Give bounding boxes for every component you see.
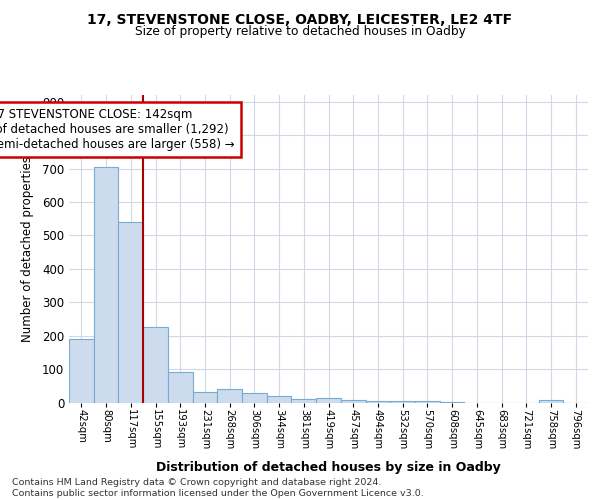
Bar (69, 339, 94, 402)
Bar (143, 328, 168, 402)
Bar (292, 399, 316, 402)
Text: 17, STEVENSTONE CLOSE, OADBY, LEICESTER, LE2 4TF: 17, STEVENSTONE CLOSE, OADBY, LEICESTER,… (88, 12, 512, 26)
Bar (267, 396, 292, 402)
Text: Contains HM Land Registry data © Crown copyright and database right 2024.
Contai: Contains HM Land Registry data © Crown c… (12, 478, 424, 498)
Bar (390, 401, 415, 402)
Bar (242, 394, 267, 402)
Y-axis label: Number of detached properties: Number of detached properties (20, 156, 34, 342)
Bar (193, 392, 217, 402)
Bar (415, 401, 440, 402)
Bar (168, 372, 193, 402)
Text: Size of property relative to detached houses in Oadby: Size of property relative to detached ho… (134, 25, 466, 38)
Bar (217, 389, 242, 402)
Text: 17 STEVENSTONE CLOSE: 142sqm
← 69% of detached houses are smaller (1,292)
30% of: 17 STEVENSTONE CLOSE: 142sqm ← 69% of de… (0, 108, 235, 152)
Bar (341, 400, 365, 402)
Bar (539, 400, 563, 402)
Bar (118, 222, 143, 402)
X-axis label: Distribution of detached houses by size in Oadby: Distribution of detached houses by size … (156, 461, 501, 474)
Bar (365, 401, 390, 402)
Bar (94, 167, 118, 402)
Bar (316, 398, 341, 402)
